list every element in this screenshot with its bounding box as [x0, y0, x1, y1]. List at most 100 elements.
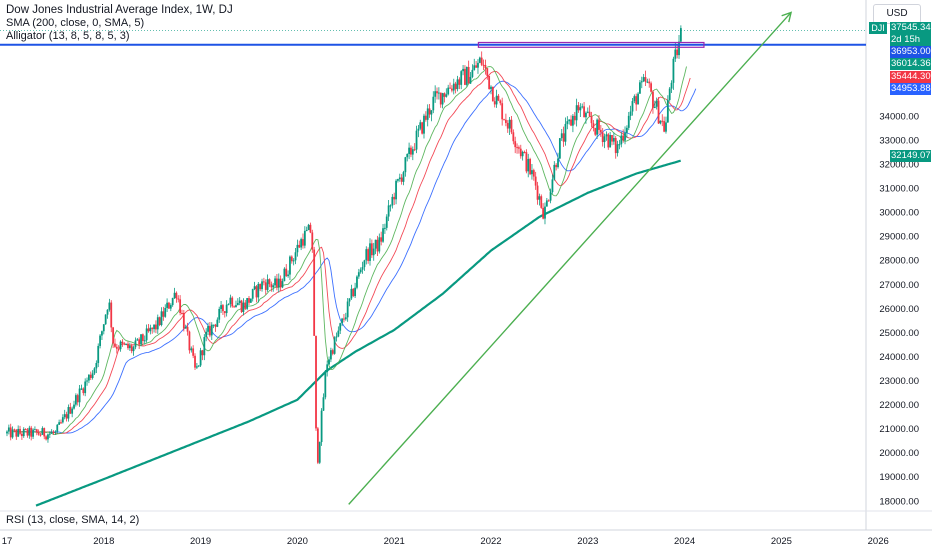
candle-body	[648, 81, 651, 84]
price-tick-label: 24000.00	[879, 352, 919, 363]
candle-body	[471, 69, 474, 77]
candle-body	[331, 350, 334, 354]
candle-body	[76, 395, 79, 403]
legend-sma[interactable]: SMA (200, close, 0, SMA, 5)	[6, 17, 145, 29]
candle-body	[629, 111, 632, 116]
candle-body	[389, 205, 392, 207]
candle-body	[294, 252, 297, 261]
candle-body	[454, 83, 457, 90]
candle-body	[207, 326, 209, 332]
candle-body	[361, 267, 364, 270]
candle-body	[305, 230, 308, 232]
candle-body	[179, 299, 182, 313]
candle-body	[307, 224, 310, 231]
candle-body	[268, 279, 271, 285]
candle-body	[609, 135, 612, 148]
candle-body	[63, 414, 66, 418]
candle-body	[627, 115, 630, 128]
candle-body	[143, 340, 146, 342]
candle-body	[400, 177, 403, 182]
candle-body	[417, 128, 420, 131]
candle-body	[518, 147, 520, 149]
rsi-pane-label[interactable]: RSI (13, close, SMA, 14, 2)	[6, 514, 140, 526]
candle-body	[614, 138, 617, 154]
candle-body	[45, 436, 47, 440]
legend-title[interactable]: Dow Jones Industrial Average Index, 1W, …	[6, 4, 233, 16]
currency-button[interactable]: USD	[873, 4, 921, 24]
candle-body	[130, 345, 133, 352]
candle-body	[421, 122, 424, 134]
candle-body	[231, 297, 234, 307]
candle-body	[514, 141, 517, 148]
candle-body	[61, 417, 64, 423]
candle-body	[199, 350, 202, 366]
candle-body	[635, 96, 638, 105]
candle-body	[153, 324, 155, 330]
candle-body	[601, 132, 604, 143]
candle-body	[195, 366, 198, 368]
price-tick-label: 29000.00	[879, 232, 919, 243]
candle-body	[536, 185, 539, 200]
candle-body	[127, 343, 129, 349]
candle-body	[235, 305, 237, 308]
candle-body	[624, 132, 626, 141]
candle-body	[121, 341, 124, 344]
candle-body	[620, 135, 623, 145]
candle-body	[568, 119, 571, 122]
candle-body	[184, 326, 187, 329]
candle-body	[499, 100, 502, 104]
candle-body	[164, 307, 167, 317]
candle-body	[188, 331, 191, 351]
candle-body	[95, 363, 98, 369]
candle-body	[91, 373, 94, 378]
candle-body	[114, 343, 116, 347]
candle-body	[625, 127, 628, 133]
time-tick-label: 2021	[384, 536, 405, 547]
price-axis[interactable]: 18000.00 19000.00 20000.00 21000.00 22000.00…	[865, 0, 919, 530]
legend-alligator[interactable]: Alligator (13, 8, 5, 8, 5, 3)	[6, 30, 130, 42]
drawings[interactable]	[0, 11, 866, 505]
price-label: 37545.34	[890, 22, 931, 34]
candle-body	[590, 116, 593, 124]
candle-body	[380, 237, 383, 242]
candle-body	[551, 179, 554, 193]
candle-body	[249, 298, 252, 303]
candle-body	[322, 397, 325, 411]
price-tick-label: 21000.00	[879, 424, 919, 435]
bar-countdown: 2d 15h	[890, 34, 931, 46]
candle-body	[279, 278, 282, 288]
candle-body	[125, 343, 128, 345]
price-tick-label: 27000.00	[879, 280, 919, 291]
candle-body	[359, 269, 362, 273]
candle-body	[657, 100, 660, 124]
candle-body	[277, 278, 280, 288]
candle-body	[516, 147, 518, 149]
candle-body	[529, 158, 531, 175]
candle-body	[220, 305, 222, 309]
candle-body	[209, 326, 211, 336]
candle-body	[123, 343, 126, 345]
alligator-teeth	[16, 70, 691, 435]
candle-body	[222, 305, 224, 312]
candle-body	[410, 147, 412, 155]
alligator-jaw	[21, 80, 697, 434]
candle-body	[261, 281, 263, 290]
candle-body	[585, 112, 587, 118]
candle-body	[378, 237, 381, 252]
time-tick-label: 2025	[771, 536, 792, 547]
candle-body	[663, 121, 666, 132]
time-axis[interactable]: 17 2018 2019 2020 2021 2022 2023 2024 2025 2026	[0, 510, 932, 547]
candle-body	[145, 328, 148, 341]
candle-body	[84, 381, 87, 394]
candle-body	[166, 302, 168, 308]
candle-body	[534, 176, 537, 186]
candle-body	[596, 119, 599, 135]
candle-body	[354, 287, 357, 297]
candle-body	[477, 62, 479, 68]
candle-body	[102, 324, 105, 332]
price-tick-label: 34000.00	[879, 111, 919, 122]
price-label: 34953.88	[890, 83, 931, 95]
candle-body	[134, 340, 137, 348]
candle-body	[281, 281, 284, 288]
